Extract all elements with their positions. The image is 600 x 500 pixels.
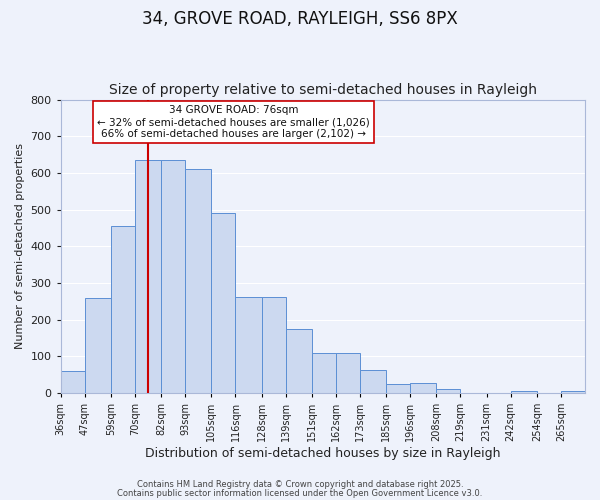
Bar <box>262 297 286 393</box>
Y-axis label: Number of semi-detached properties: Number of semi-detached properties <box>15 144 25 350</box>
Text: 34, GROVE ROAD, RAYLEIGH, SS6 8PX: 34, GROVE ROAD, RAYLEIGH, SS6 8PX <box>142 10 458 28</box>
Bar <box>286 329 312 393</box>
Bar <box>185 170 211 393</box>
Text: 34 GROVE ROAD: 76sqm
← 32% of semi-detached houses are smaller (1,026)
66% of se: 34 GROVE ROAD: 76sqm ← 32% of semi-detac… <box>97 106 370 138</box>
Bar <box>561 391 585 393</box>
Bar <box>386 384 410 393</box>
Bar <box>235 297 262 393</box>
Bar <box>336 352 360 393</box>
Text: Contains HM Land Registry data © Crown copyright and database right 2025.: Contains HM Land Registry data © Crown c… <box>137 480 463 489</box>
Bar <box>312 352 336 393</box>
Bar <box>111 226 135 393</box>
Bar <box>85 298 111 393</box>
Bar <box>135 160 161 393</box>
Bar <box>436 390 460 393</box>
Bar <box>360 370 386 393</box>
Text: Contains public sector information licensed under the Open Government Licence v3: Contains public sector information licen… <box>118 488 482 498</box>
Bar <box>211 214 235 393</box>
Bar <box>161 160 185 393</box>
X-axis label: Distribution of semi-detached houses by size in Rayleigh: Distribution of semi-detached houses by … <box>145 447 500 460</box>
Bar <box>511 391 537 393</box>
Title: Size of property relative to semi-detached houses in Rayleigh: Size of property relative to semi-detach… <box>109 83 537 97</box>
Bar <box>410 383 436 393</box>
Bar <box>61 371 85 393</box>
